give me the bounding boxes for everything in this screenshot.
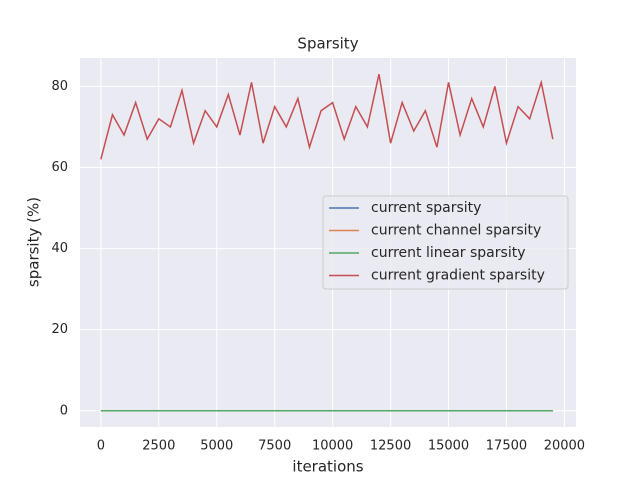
series-line xyxy=(100,74,554,160)
legend-label: current gradient sparsity xyxy=(371,268,545,284)
legend-label: current channel sparsity xyxy=(371,223,541,239)
x-tick-label: 15000 xyxy=(428,439,469,454)
y-tick-label: 40 xyxy=(51,241,68,256)
y-tick-label: 20 xyxy=(51,322,68,337)
y-tick-label: 80 xyxy=(51,79,68,94)
x-tick-label: 10000 xyxy=(312,439,353,454)
x-tick-label: 7500 xyxy=(258,439,291,454)
x-axis-label: iterations xyxy=(292,458,363,476)
legend-label: current linear sparsity xyxy=(371,245,525,261)
y-axis-label: sparsity (%) xyxy=(25,197,43,287)
legend-box xyxy=(322,195,569,290)
x-tick-label: 20000 xyxy=(544,439,585,454)
x-tick-label: 2500 xyxy=(142,439,175,454)
legend-label: current sparsity xyxy=(371,200,481,216)
x-tick-label: 12500 xyxy=(370,439,411,454)
x-tick-label: 5000 xyxy=(200,439,233,454)
chart-title: Sparsity xyxy=(297,35,358,53)
x-tick-label: 0 xyxy=(97,439,105,454)
y-tick-label: 0 xyxy=(60,403,68,418)
y-tick-label: 60 xyxy=(51,160,68,175)
x-tick-label: 17500 xyxy=(486,439,527,454)
